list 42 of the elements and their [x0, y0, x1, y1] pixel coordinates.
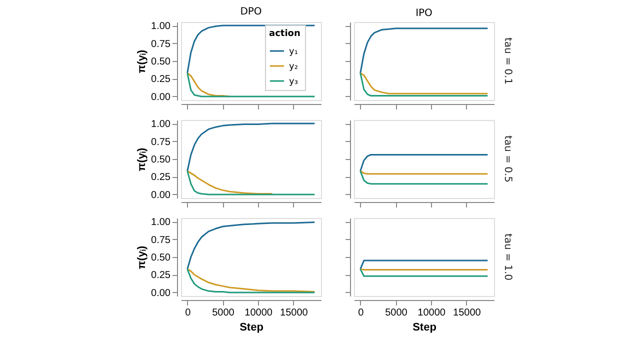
y-tick-label: 0.25 — [151, 172, 171, 184]
y-tick-label: 1.00 — [151, 21, 171, 32]
y2-axis-title: tau = 0.1 — [502, 37, 513, 85]
y-tick-label: 0.00 — [151, 190, 171, 201]
x-tick-label: 10000 — [418, 308, 446, 318]
x-tick-label: 15000 — [453, 308, 482, 318]
chart-title: DPO — [240, 6, 262, 18]
y-tick-label: 0.00 — [151, 92, 171, 103]
y-tick-label: 0.50 — [151, 154, 171, 166]
y-tick-label: 0.75 — [151, 234, 171, 246]
line-series — [186, 122, 316, 172]
x-axis-title: Step — [412, 322, 437, 334]
y-tick-label: 0.25 — [151, 74, 171, 86]
y-tick-label: 0.50 — [151, 56, 171, 68]
line-series — [186, 170, 273, 194]
line-series — [186, 170, 316, 196]
x-tick-label: 10000 — [244, 308, 273, 318]
x-axis-title: Step — [240, 322, 264, 334]
legend-label: y₂ — [289, 62, 298, 72]
x-tick-label: 15000 — [280, 308, 308, 318]
line-series — [186, 222, 316, 270]
chart-title: IPO — [416, 8, 433, 19]
y-tick-label: 0.50 — [151, 252, 171, 264]
x-tick-label: 5000 — [385, 308, 408, 318]
y-tick-label: 0.75 — [151, 136, 171, 148]
y2-axis-title: tau = 1.0 — [502, 233, 513, 281]
legend-title: action — [269, 29, 300, 39]
line-series — [186, 72, 316, 98]
y-axis-title: π(yᵢ) — [136, 147, 148, 172]
x-tick-label: 5000 — [212, 308, 235, 318]
y-tick-label: 0.75 — [151, 38, 171, 50]
y-tick-label: 1.00 — [151, 217, 171, 228]
legend-label: y₃ — [289, 77, 298, 87]
legend-label: y₁ — [289, 47, 298, 57]
y-tick-label: 0.00 — [151, 288, 171, 299]
y2-axis-title: tau = 0.5 — [502, 135, 513, 183]
y-tick-label: 1.00 — [151, 119, 171, 130]
x-tick-label: 0 — [358, 308, 364, 318]
y-axis-title: π(yᵢ) — [136, 245, 148, 270]
y-axis-title: π(yᵢ) — [136, 49, 148, 74]
y-tick-label: 0.25 — [151, 270, 171, 282]
x-tick-label: 0 — [185, 308, 192, 318]
